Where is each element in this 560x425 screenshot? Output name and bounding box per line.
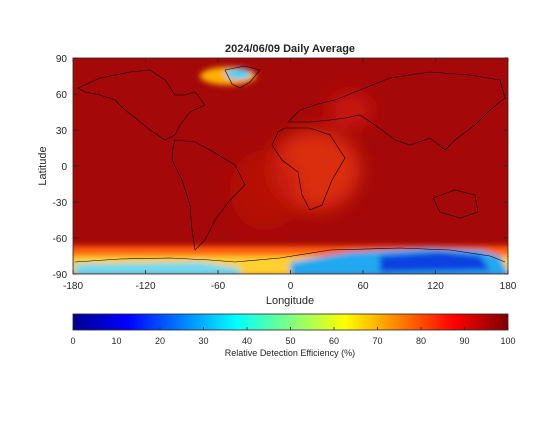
colorbar-tick-label: 50	[285, 336, 295, 346]
x-tick-label: -60	[211, 281, 226, 292]
colorbar-tick-label: 30	[198, 336, 208, 346]
y-tick-label: 0	[61, 162, 67, 173]
coastline-outlines	[74, 65, 506, 263]
x-axis-label: Longitude	[266, 295, 314, 307]
y-tick-label: 30	[56, 126, 68, 137]
colorbar-tick-label: 60	[329, 336, 339, 346]
heatmap-field	[73, 58, 508, 274]
x-tick-label: 120	[427, 281, 444, 292]
greenland-core	[225, 69, 251, 79]
x-tick-label: -120	[135, 281, 155, 292]
colorbar-tick-label: 90	[459, 336, 469, 346]
y-tick-label: 60	[56, 90, 68, 101]
y-tick-label: -90	[53, 270, 68, 281]
antarctica-east-core	[380, 252, 490, 272]
colorbar-tick-label: 0	[70, 336, 75, 346]
x-tick-label: 180	[500, 281, 517, 292]
colorbar-label: Relative Detection Efficiency (%)	[225, 348, 355, 358]
saudi-region	[328, 92, 372, 128]
south-atlantic-region	[230, 150, 300, 230]
x-tick-label: 60	[357, 281, 369, 292]
y-tick-label: -60	[53, 234, 68, 245]
colorbar-tick-label: 80	[416, 336, 426, 346]
colorbar-tick-label: 10	[111, 336, 121, 346]
colorbar-tick-label: 20	[155, 336, 165, 346]
x-tick-label: 0	[288, 281, 294, 292]
antarctica-west-region	[75, 262, 240, 274]
y-tick-label: -30	[53, 198, 68, 209]
y-axis-ticks: 90 60 30 0 -30 -60 -90	[53, 54, 508, 281]
chart-title: 2024/06/09 Daily Average	[225, 43, 355, 55]
colorbar-ticks: 0 10 20 30 40 50 60 70 80 90 100	[70, 327, 516, 346]
y-axis-label: Latitude	[37, 146, 49, 185]
colorbar-tick-label: 40	[242, 336, 252, 346]
x-axis-ticks: -180 -120 -60 0 60 120 180	[63, 58, 517, 292]
x-tick-label: -180	[63, 281, 83, 292]
colorbar-tick-label: 100	[500, 336, 515, 346]
y-tick-label: 90	[56, 54, 68, 65]
colorbar-tick-label: 70	[372, 336, 382, 346]
